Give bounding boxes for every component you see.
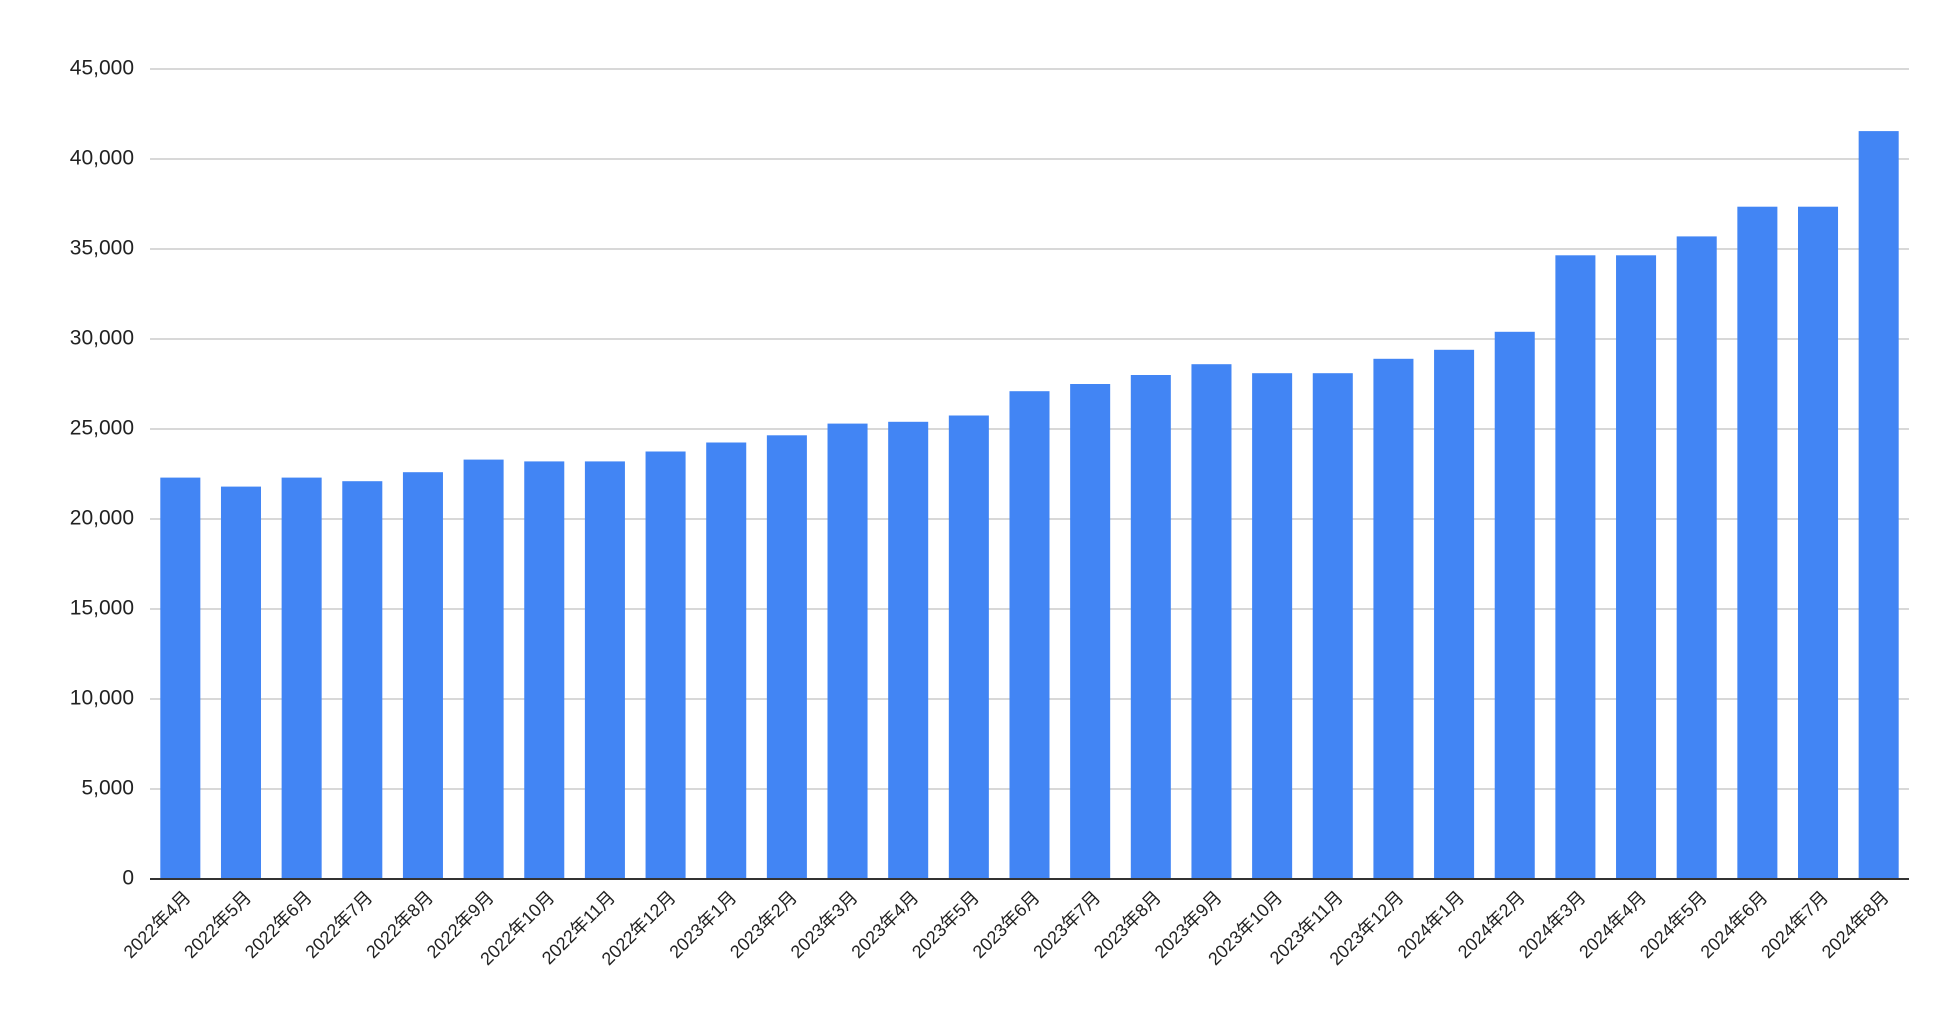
- bar: [281, 477, 322, 879]
- bar: [766, 435, 807, 879]
- bar: [160, 477, 201, 879]
- y-tick-label: 10,000: [70, 687, 134, 710]
- bar: [1676, 236, 1717, 879]
- y-tick-label: 5,000: [81, 777, 134, 800]
- y-tick-label: 45,000: [70, 57, 134, 80]
- bar: [1798, 206, 1839, 879]
- y-tick-label: 15,000: [70, 597, 134, 620]
- bar: [888, 421, 929, 879]
- bar: [1252, 373, 1293, 879]
- bar: [463, 459, 504, 879]
- bar: [706, 442, 747, 879]
- y-tick-label: 25,000: [70, 417, 134, 440]
- bar: [1009, 391, 1050, 879]
- bar: [524, 461, 565, 879]
- bar: [584, 461, 625, 879]
- bar: [1858, 131, 1899, 880]
- bar: [1616, 255, 1657, 880]
- bar: [827, 423, 868, 879]
- bar: [1737, 206, 1778, 879]
- bar: [1130, 375, 1171, 879]
- bar: [1494, 331, 1535, 879]
- bar: [1434, 349, 1475, 879]
- bar: [948, 415, 989, 879]
- bar: [1312, 373, 1353, 879]
- bar: [645, 451, 686, 879]
- bar: [1191, 364, 1232, 879]
- bar: [1555, 255, 1596, 880]
- bar: [220, 486, 261, 879]
- y-tick-label: 20,000: [70, 507, 134, 530]
- y-tick-label: 35,000: [70, 237, 134, 260]
- bar: [1070, 384, 1111, 879]
- bar: [1373, 358, 1414, 879]
- bar: [402, 472, 443, 879]
- y-tick-label: 0: [122, 867, 134, 890]
- y-tick-label: 40,000: [70, 147, 134, 170]
- y-tick-label: 30,000: [70, 327, 134, 350]
- bar: [342, 481, 383, 879]
